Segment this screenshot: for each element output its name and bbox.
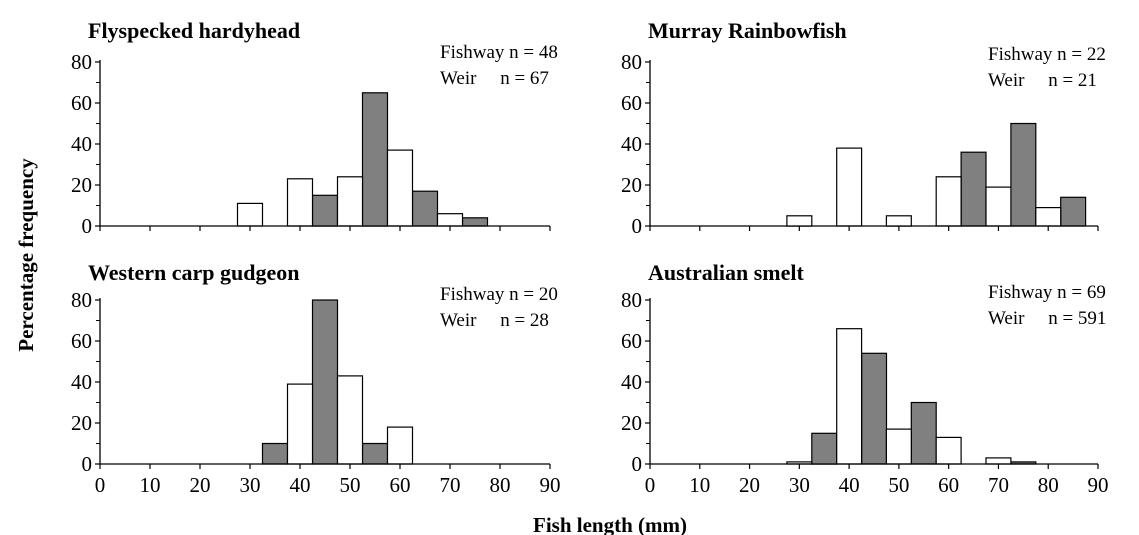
bar-white — [336, 176, 364, 227]
bar-grey — [910, 401, 937, 465]
y-tick-label: 20 — [71, 173, 92, 197]
y-tick-label: 40 — [621, 132, 642, 156]
x-tick-label: 0 — [95, 473, 106, 497]
panel-title: Australian smelt — [648, 260, 805, 285]
x-tick-label: 20 — [739, 473, 760, 497]
panel-title: Murray Rainbowfish — [648, 18, 847, 43]
bar-grey — [411, 190, 439, 227]
bar-white — [786, 215, 813, 227]
chart-panel-3: Western carp gudgeon Fishway n = 20 Weir n… — [71, 260, 561, 497]
bar-white — [935, 176, 962, 227]
bar-white — [236, 202, 264, 227]
sample-size-annotation: Weir n = 28 — [440, 310, 549, 331]
y-tick-label: 20 — [71, 411, 92, 435]
bar-white — [286, 383, 314, 465]
sample-size-annotation: Weir n = 67 — [440, 68, 549, 89]
bar-white — [436, 213, 464, 227]
x-tick-label: 70 — [440, 473, 461, 497]
x-tick-label: 60 — [390, 473, 411, 497]
bar-grey — [311, 299, 339, 465]
y-tick-label: 0 — [632, 452, 643, 476]
x-tick-label: 80 — [490, 473, 511, 497]
y-tick-label: 60 — [621, 91, 642, 115]
bar-grey — [361, 442, 389, 465]
y-tick-label: 0 — [82, 214, 93, 238]
sample-size-annotation: Weir n = 591 — [988, 308, 1106, 329]
bar-white — [386, 426, 414, 465]
chart-panel-2: Murray Rainbowfish Fishway n = 22 Weir n =… — [621, 18, 1106, 238]
y-tick-label: 60 — [71, 329, 92, 353]
x-tick-label: 10 — [140, 473, 161, 497]
x-tick-label: 90 — [540, 473, 561, 497]
x-tick-label: 20 — [190, 473, 211, 497]
y-tick-label: 40 — [621, 370, 642, 394]
bar-white — [985, 186, 1012, 227]
chart-panel-1: Flyspecked hardyhead Fishway n = 48 Weir n… — [71, 18, 558, 238]
bar-white — [935, 436, 962, 465]
x-tick-label: 80 — [1038, 473, 1059, 497]
sample-size-annotation: Fishway n = 69 — [988, 282, 1106, 303]
y-tick-label: 40 — [71, 370, 92, 394]
x-tick-label: 40 — [290, 473, 311, 497]
x-tick-label: 10 — [689, 473, 710, 497]
x-tick-label: 50 — [340, 473, 361, 497]
y-axis-label: Percentage frequency — [14, 158, 38, 352]
bar-grey — [311, 194, 339, 227]
bar-grey — [261, 442, 289, 465]
sample-size-annotation: Fishway n = 48 — [440, 42, 558, 63]
x-tick-label: 30 — [789, 473, 810, 497]
y-tick-label: 80 — [71, 50, 92, 74]
sample-size-annotation: Weir n = 21 — [988, 70, 1097, 91]
y-tick-label: 20 — [621, 173, 642, 197]
bar-grey — [1060, 196, 1087, 227]
bar-grey — [860, 352, 888, 465]
x-tick-label: 40 — [839, 473, 860, 497]
y-tick-label: 0 — [632, 214, 643, 238]
x-tick-label: 30 — [240, 473, 261, 497]
x-axis-label: Fish length (mm) — [533, 513, 687, 535]
bar-white — [386, 149, 414, 227]
bar-white — [1035, 207, 1062, 227]
y-tick-label: 20 — [621, 411, 642, 435]
sample-size-annotation: Fishway n = 22 — [988, 44, 1106, 65]
y-tick-label: 80 — [621, 288, 642, 312]
bar-grey — [960, 151, 987, 227]
y-tick-label: 60 — [71, 91, 92, 115]
bar-grey — [1010, 122, 1037, 227]
y-tick-label: 60 — [621, 329, 642, 353]
sample-size-annotation: Fishway n = 20 — [440, 284, 558, 305]
panel-title: Western carp gudgeon — [88, 260, 299, 285]
y-tick-label: 80 — [71, 288, 92, 312]
bar-white — [836, 147, 863, 227]
bar-grey — [811, 432, 838, 465]
bar-white — [286, 178, 314, 227]
x-tick-label: 70 — [988, 473, 1009, 497]
x-tick-label: 60 — [938, 473, 959, 497]
bar-white — [885, 215, 912, 227]
bar-grey — [461, 217, 489, 227]
bar-white — [885, 428, 912, 465]
bar-white — [336, 375, 364, 465]
chart-panel-4: Australian smelt Fishway n = 69 Weir n = 5… — [621, 260, 1109, 497]
x-tick-label: 0 — [645, 473, 656, 497]
panel-title: Flyspecked hardyhead — [88, 18, 300, 43]
bar-white — [836, 328, 863, 465]
y-tick-label: 0 — [82, 452, 93, 476]
x-tick-label: 90 — [1088, 473, 1109, 497]
bar-grey — [361, 92, 389, 227]
y-tick-label: 40 — [71, 132, 92, 156]
bar-white — [985, 457, 1012, 465]
y-tick-label: 80 — [621, 50, 642, 74]
x-tick-label: 50 — [888, 473, 909, 497]
